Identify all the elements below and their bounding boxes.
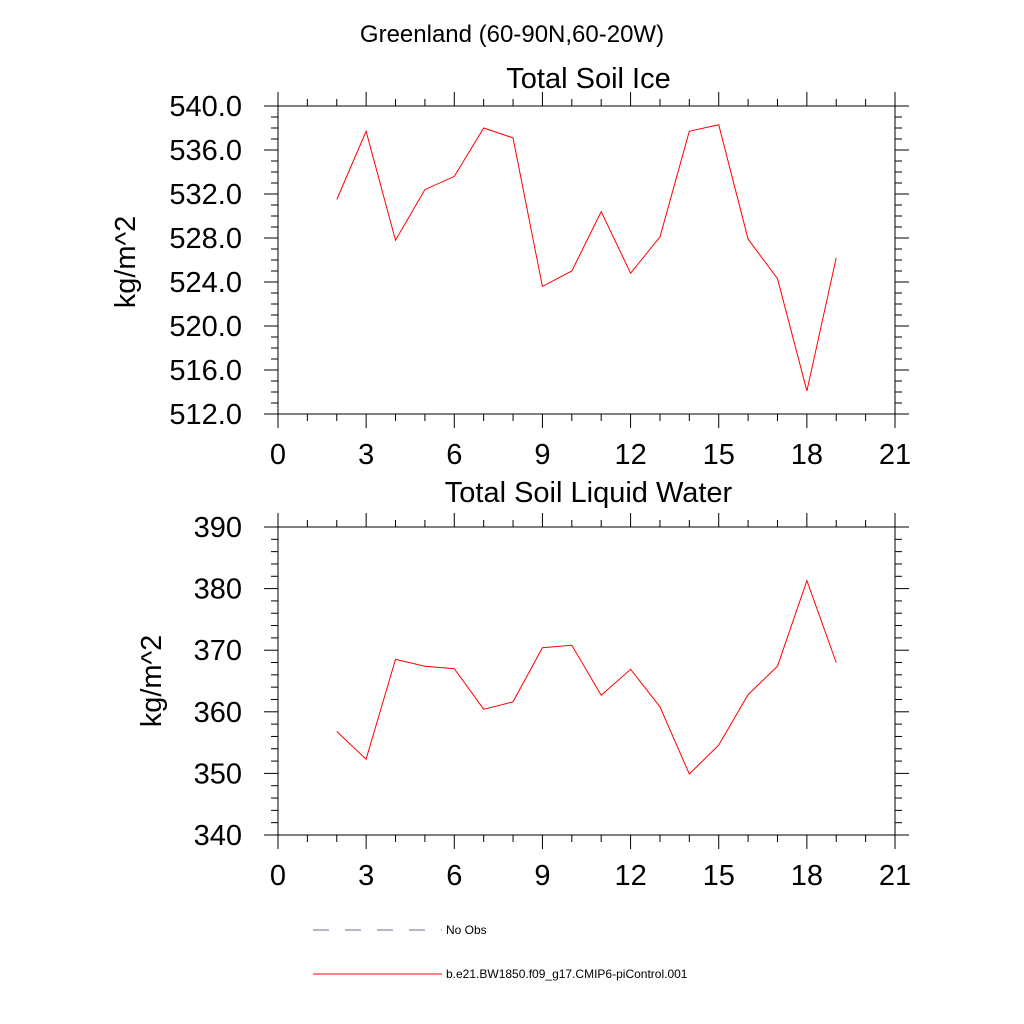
series-line bbox=[336, 124, 837, 392]
x-tick-label: 12 bbox=[614, 439, 646, 471]
x-tick-label: 0 bbox=[270, 439, 286, 471]
y-tick-label: 370 bbox=[194, 635, 242, 667]
chart-title: Total Soil Ice bbox=[506, 63, 670, 95]
plot-frame bbox=[277, 105, 896, 415]
legend: No Obs b.e21.BW1850.f09_g17.CMIP6-piCont… bbox=[313, 923, 688, 981]
y-tick-label: 528.0 bbox=[169, 223, 242, 255]
y-tick-label: 524.0 bbox=[169, 267, 242, 299]
x-tick-label: 21 bbox=[879, 439, 911, 471]
legend-label-picontrol: b.e21.BW1850.f09_g17.CMIP6-piControl.001 bbox=[446, 967, 688, 981]
y-tick-label: 536.0 bbox=[169, 135, 242, 167]
x-tick-label: 6 bbox=[446, 860, 462, 892]
panel-total-soil-liquid-water: Total Soil Liquid Water kg/m^2 0 3 6 9 12 15 18 2… bbox=[136, 477, 911, 892]
x-tick-label: 15 bbox=[703, 860, 735, 892]
series-line bbox=[336, 579, 837, 775]
x-tick-label: 0 bbox=[270, 860, 286, 892]
x-tick-label: 18 bbox=[791, 860, 823, 892]
y-axis-label: kg/m^2 bbox=[136, 635, 168, 728]
x-tick-label: 6 bbox=[446, 439, 462, 471]
x-tick-label: 9 bbox=[534, 439, 550, 471]
x-tick-label: 3 bbox=[358, 439, 374, 471]
plot-frame bbox=[277, 526, 896, 836]
y-tick-label: 390 bbox=[194, 512, 242, 544]
y-axis-label: kg/m^2 bbox=[110, 216, 142, 309]
panel-total-soil-ice: Total Soil Ice kg/m^2 0 3 6 9 12 15 18 21 512.0 516… bbox=[110, 63, 911, 471]
x-tick-label: 12 bbox=[614, 860, 646, 892]
y-tick-label: 532.0 bbox=[169, 179, 242, 211]
chart-title: Total Soil Liquid Water bbox=[445, 477, 733, 509]
y-tick-label: 520.0 bbox=[169, 311, 242, 343]
x-tick-label: 3 bbox=[358, 860, 374, 892]
x-tick-label: 9 bbox=[534, 860, 550, 892]
legend-label-no-obs: No Obs bbox=[446, 923, 487, 937]
figure-suptitle: Greenland (60-90N,60-20W) bbox=[360, 21, 664, 48]
y-tick-label: 340 bbox=[194, 820, 242, 852]
y-tick-label: 540.0 bbox=[169, 91, 242, 123]
x-tick-label: 15 bbox=[703, 439, 735, 471]
y-tick-label: 512.0 bbox=[169, 399, 242, 431]
x-tick-label: 21 bbox=[879, 860, 911, 892]
x-tick-label: 18 bbox=[791, 439, 823, 471]
y-tick-label: 350 bbox=[194, 758, 242, 790]
y-tick-label: 380 bbox=[194, 574, 242, 606]
y-tick-label: 516.0 bbox=[169, 355, 242, 387]
y-tick-label: 360 bbox=[194, 697, 242, 729]
